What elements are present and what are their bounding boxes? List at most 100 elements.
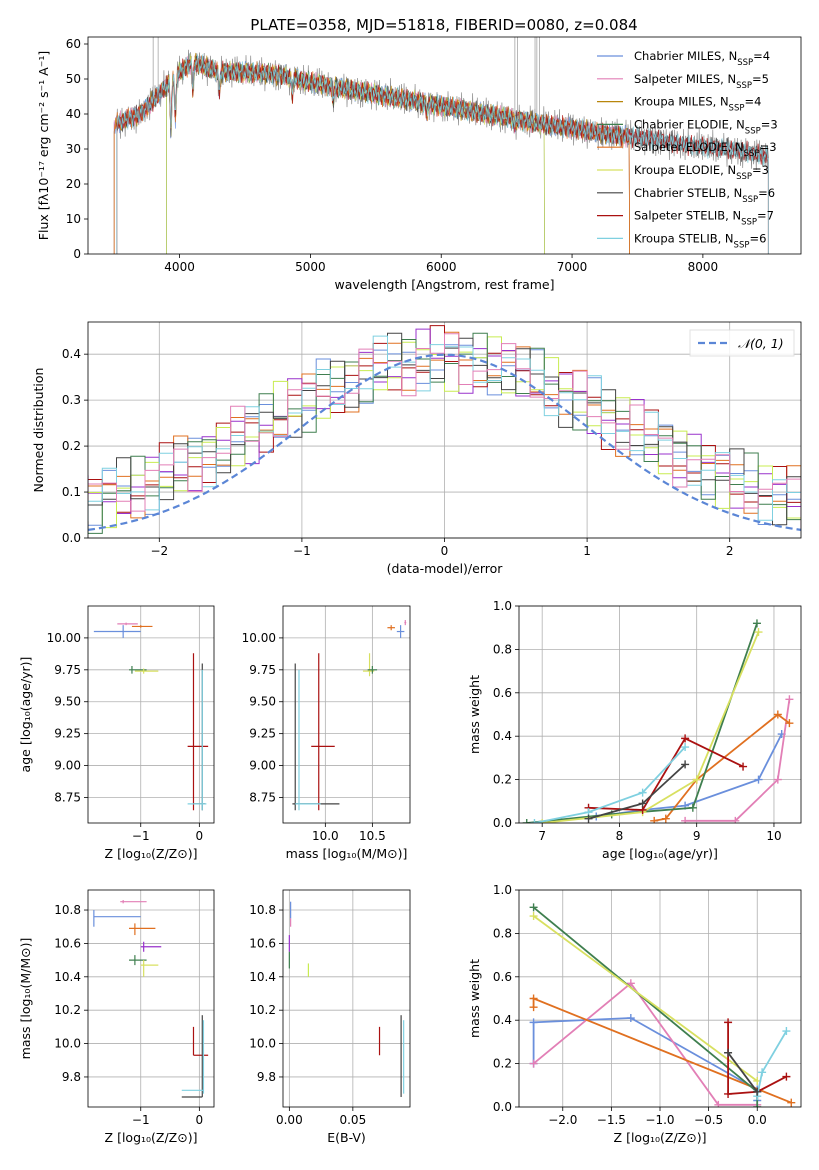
y-tick-label: 0 [73,247,81,261]
panel-age-mass: 10.0 10.5 8.75 9.00 9.25 9.50 9.75 10.00 mass [l… [242,605,411,861]
series-marker [785,695,794,704]
legend-box [689,329,795,357]
legend-label: Salpeter MILES, NSSP=5 [634,72,769,91]
series-line [542,631,760,823]
series-marker [529,1018,538,1027]
series-marker [739,762,748,771]
series-marker [782,1027,791,1036]
series-line [526,623,758,823]
x-axis-label: Z [log₁₀(Z/Z⊙)] [105,846,198,861]
y-tick-label: 0.2 [493,1057,512,1071]
series-marker [782,1072,791,1081]
errorbar-point [134,668,159,674]
y-tick-label: 10.6 [54,936,81,950]
errorbar-point [181,1015,203,1098]
y-tick-label: 8.75 [249,790,276,804]
axes-frame [282,889,411,1108]
axes: −2 −1 0 1 2 0.0 0.1 0.2 0.3 0.4 (data-model)/error… [31,321,802,576]
y-tick-label: 10.6 [249,936,276,950]
x-axis-label: Z [log₁₀(Z/Z⊙)] [105,1130,198,1145]
errorbar-point [140,941,162,952]
y-tick-label: 9.00 [54,759,81,773]
series-marker [773,775,782,784]
axes-frame [518,605,802,824]
y-tick-label: 10.8 [54,903,81,917]
panel-residuals: −2 −1 0 1 2 0.0 0.1 0.2 0.3 0.4 (data-model)/error… [31,321,802,576]
y-axis-label: mass weight [467,959,482,1038]
series-marker [714,1100,723,1107]
panel-mass-EBV: 0.00 0.05 9.8 10.0 10.2 10.4 10.6 10.8 E(B-V) [249,889,411,1145]
errorbar-point [181,1020,205,1094]
y-tick-label: 10.8 [249,903,276,917]
y-tick-label: 10.0 [54,1037,81,1051]
y-tick-label: 9.25 [249,727,276,741]
errorbar-point [129,923,156,936]
axes-frame [87,36,802,255]
series-marker [584,814,593,823]
grid [283,890,410,1107]
y-tick-label: 10.0 [249,1037,276,1051]
y-tick-label: 10.2 [249,1003,276,1017]
grid [519,605,801,824]
series-line [588,737,744,811]
series-marker [626,1014,635,1023]
series-marker [753,1103,762,1107]
axes-frame [518,889,802,1108]
x-axis-label: wavelength [Angstrom, rest frame] [334,277,554,292]
series-marker [688,803,697,812]
y-tick-label: 10.4 [54,970,81,984]
x-tick-label: 0 [196,1113,204,1127]
y-tick-label: 9.50 [249,695,276,709]
legend-label: 𝒩(0, 1) [738,336,784,351]
series-marker [626,979,635,988]
errorbar-point [187,669,207,811]
series-line [533,915,758,1082]
x-axis-label: mass [log₁₀(M/M⊙)] [286,846,408,861]
axes: −1 0 8.75 9.00 9.25 9.50 9.75 10.00 Z [log₁₀(Z/Z… [18,605,215,861]
series-line [533,906,759,1107]
axes-frame [87,321,802,539]
y-axis-label: mass [log₁₀(M/M⊙)] [18,938,33,1060]
x-tick-label: 7000 [557,260,588,274]
errorbar-point [404,620,407,626]
y-tick-label: 0.4 [62,347,81,361]
x-tick-label: 0 [441,544,449,558]
series-marker [529,1059,538,1068]
axes: 7 8 9 10 0.0 0.2 0.4 0.6 0.8 1.0 age [log₁₀(age/yr… [467,599,802,861]
series-marker [753,1087,762,1096]
y-tick-label: 9.50 [54,695,81,709]
series-marker [724,1089,733,1098]
series-marker [681,816,690,823]
x-tick-label: 0.0 [748,1113,767,1127]
legend-label: Chabrier STELIB, NSSP=6 [634,186,775,205]
y-axis-label: mass weight [467,675,482,754]
x-tick-label: 4000 [164,260,195,274]
series-marker [530,819,539,823]
panel-mass-Z: −1 0 9.8 10.0 10.2 10.4 10.6 10.8 Z [log₁₀(Z/Z⊙)… [18,889,215,1145]
y-tick-label: 9.8 [62,1070,81,1084]
plot-area [88,325,801,534]
series-marker [638,788,647,797]
axes: 10.0 10.5 8.75 9.00 9.25 9.50 9.75 10.00 mass [l… [242,605,411,861]
series-line [116,58,769,254]
x-tick-label: 0 [196,829,204,843]
axes: −2.0 −1.5 −1.0 −0.5 0.0 0.0 0.2 0.4 0.6 0.8 1.0 Z [… [467,883,802,1145]
x-tick-label: −1.0 [645,1113,674,1127]
series-marker [681,734,690,743]
series-line [113,56,630,254]
plot-area [292,620,407,811]
x-tick-label: 6000 [426,260,457,274]
x-tick-label: −1.5 [597,1113,626,1127]
panel-weight-age: 7 8 9 10 0.0 0.2 0.4 0.6 0.8 1.0 age [log₁₀(age/yr… [467,599,802,861]
series-marker [529,912,538,921]
axes: −1 0 9.8 10.0 10.2 10.4 10.6 10.8 Z [log₁₀(Z/Z⊙)… [18,889,215,1145]
x-axis-label: Z [log₁₀(Z/Z⊙)] [614,1130,707,1145]
x-tick-label: −2.0 [548,1113,577,1127]
panel-age-Z: −1 0 8.75 9.00 9.25 9.50 9.75 10.00 Z [log₁₀(Z/Z… [18,605,215,861]
y-tick-label: 10.2 [54,1003,81,1017]
x-tick-label: 1 [583,544,591,558]
series-line [654,713,790,822]
legend-label: Kroupa MILES, NSSP=4 [634,95,761,114]
grid [283,606,410,823]
series-marker [681,743,690,752]
